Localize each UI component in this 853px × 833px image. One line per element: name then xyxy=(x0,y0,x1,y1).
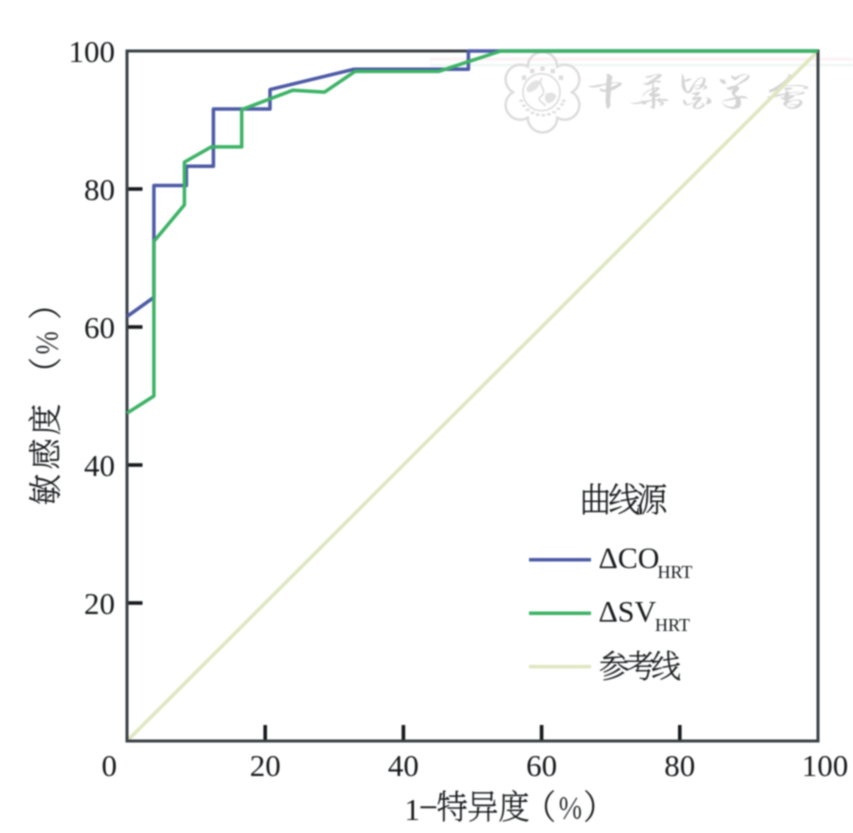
svg-text:0: 0 xyxy=(101,748,117,783)
svg-text:HRT: HRT xyxy=(655,615,690,635)
svg-text:1: 1 xyxy=(404,792,420,827)
svg-text:80: 80 xyxy=(84,172,115,207)
svg-text:60: 60 xyxy=(84,310,115,345)
svg-text:ΔCO: ΔCO xyxy=(599,542,660,575)
svg-text:100: 100 xyxy=(802,748,849,783)
svg-text:80: 80 xyxy=(664,748,695,783)
svg-text:20: 20 xyxy=(84,586,115,621)
svg-text:40: 40 xyxy=(388,748,419,783)
svg-text:40: 40 xyxy=(84,448,115,483)
svg-text:100: 100 xyxy=(69,34,116,69)
svg-text:20: 20 xyxy=(250,748,281,783)
svg-text:ΔSV: ΔSV xyxy=(599,595,657,628)
svg-text:HRT: HRT xyxy=(658,562,693,582)
svg-text:60: 60 xyxy=(526,748,557,783)
